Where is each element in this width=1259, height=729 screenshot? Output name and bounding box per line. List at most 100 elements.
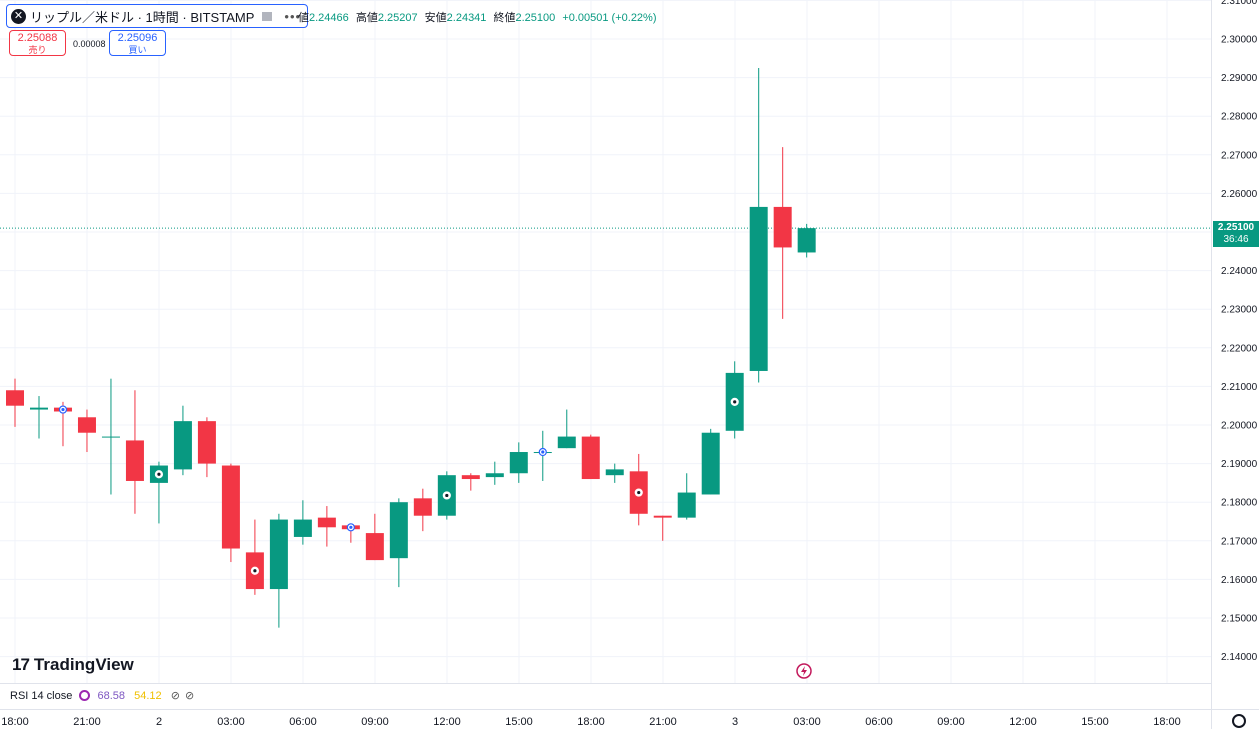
y-tick-label: 2.20000 — [1221, 421, 1258, 432]
candle — [293, 500, 312, 545]
candle-body — [317, 517, 336, 528]
x-tick-label: 18:00 — [1, 716, 29, 728]
candle-body — [101, 436, 120, 438]
candle-body — [293, 519, 312, 537]
candle-body — [461, 475, 480, 480]
candle-body — [389, 502, 408, 559]
candle — [509, 442, 528, 483]
x-tick-label: 09:00 — [361, 716, 389, 728]
candle-body — [173, 421, 192, 470]
buy-label: 買い — [128, 45, 147, 55]
spread-value: 0.00008 — [73, 39, 106, 49]
flag-icon[interactable] — [262, 11, 273, 21]
event-marker-dot — [445, 493, 449, 498]
buy-button[interactable]: 2.25096 買い — [109, 30, 166, 56]
candle — [413, 488, 432, 532]
x-tick-label: 21:00 — [73, 716, 101, 728]
logo-text: TradingView — [33, 655, 134, 674]
x-tick-label: 15:00 — [505, 716, 533, 728]
high-value: 2.25207 — [377, 12, 418, 24]
event-marker-dot — [733, 400, 737, 404]
x-tick-label: 12:00 — [1009, 716, 1037, 728]
candle-body — [605, 469, 624, 476]
candle-body — [413, 498, 432, 516]
tradingview-logo-icon: 17 — [12, 655, 30, 674]
more-icon[interactable]: ••• — [284, 8, 302, 24]
candle — [749, 67, 768, 383]
close-value: 2.25100 — [515, 12, 556, 24]
candle — [245, 519, 264, 595]
candle — [797, 223, 816, 258]
y-tick-label: 2.18000 — [1221, 498, 1258, 509]
candle — [389, 498, 408, 588]
candle — [221, 463, 240, 563]
x-tick-label: 03:00 — [793, 716, 821, 728]
rsi-legend[interactable]: RSI 14 close 68.58 54.12 ⊘ ⊘ — [10, 689, 194, 702]
low-label: 安値 — [424, 12, 447, 24]
symbol-title: リップル／米ドル · 1時間 · BITSTAMP — [30, 9, 255, 25]
buy-price: 2.25096 — [117, 32, 158, 44]
symbol-header[interactable]: ✕ リップル／米ドル · 1時間 · BITSTAMP ••• — [6, 4, 309, 28]
y-tick-label: 2.26000 — [1221, 189, 1258, 200]
x-tick-label: 18:00 — [577, 716, 605, 728]
open-value: 2.24466 — [309, 12, 349, 24]
na-icon: ⊘ — [184, 690, 195, 702]
candle-body — [6, 390, 24, 406]
y-tick-label: 2.23000 — [1221, 305, 1258, 316]
x-tick-label: 2 — [156, 716, 162, 728]
candle — [701, 428, 720, 495]
candle — [77, 409, 96, 453]
sell-button[interactable]: 2.25088 売り — [9, 30, 66, 56]
candle-body — [797, 228, 816, 253]
na-icon: ⊘ — [170, 690, 180, 702]
x-tick-label: 06:00 — [289, 716, 317, 728]
y-tick-label: 2.21000 — [1221, 382, 1258, 393]
candle — [605, 463, 624, 483]
candle-body — [749, 206, 768, 371]
event-marker-dot — [637, 490, 641, 495]
x-tick-label: 03:00 — [217, 716, 245, 728]
candle — [125, 390, 144, 514]
y-tick-label: 2.27000 — [1221, 150, 1258, 161]
price-axis: 2.14000 2.15000 2.16000 2.17000 2.18000 2.190… — [1221, 0, 1258, 663]
candle — [197, 417, 216, 478]
close-icon[interactable]: ✕ — [11, 8, 26, 24]
x-tick-label: 18:00 — [1153, 716, 1181, 728]
ohlc-legend: 値2.24466 高値2.25207 安値2.24341 終値2.25100 +… — [298, 9, 661, 25]
candle-body — [269, 519, 288, 590]
candle — [101, 378, 120, 495]
candle — [677, 473, 696, 520]
x-tick-label: 15:00 — [1081, 716, 1109, 728]
candle-body — [509, 452, 528, 474]
rsi-label: RSI 14 close — [10, 690, 73, 702]
y-tick-label: 2.31000 — [1221, 0, 1258, 7]
gear-icon[interactable] — [1232, 714, 1246, 728]
candle-body — [701, 432, 720, 495]
y-tick-label: 2.29000 — [1221, 73, 1258, 84]
candle — [173, 405, 192, 476]
candle — [365, 513, 384, 561]
time-axis: 18:00 21:00 2 03:00 06:00 09:00 12:00 15:00 18:0… — [1, 716, 1181, 728]
event-markers — [58, 397, 812, 679]
lightning-icon-bolt — [801, 666, 807, 676]
candles — [6, 67, 816, 628]
candle-body — [197, 421, 216, 464]
event-marker-dot — [541, 450, 545, 454]
y-tick-label: 2.22000 — [1221, 343, 1258, 354]
candle — [269, 513, 288, 628]
open-label: 値 — [298, 12, 309, 24]
change-value: +0.00501 (+0.22%) — [562, 12, 657, 24]
rsi-ma-value: 54.12 — [134, 690, 162, 702]
bar-countdown: 36:46 — [1223, 234, 1249, 245]
candle — [461, 473, 480, 491]
candle-body — [677, 492, 696, 518]
tradingview-logo[interactable]: 17 TradingView — [12, 655, 134, 675]
candle-body — [125, 440, 144, 481]
candle — [653, 515, 672, 541]
candle — [581, 434, 600, 480]
x-tick-label: 09:00 — [937, 716, 965, 728]
rsi-value: 68.58 — [97, 690, 126, 702]
candle-body — [773, 206, 792, 248]
